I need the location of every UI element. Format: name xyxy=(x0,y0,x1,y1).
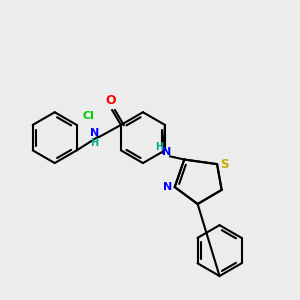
Text: H: H xyxy=(91,138,99,148)
Text: S: S xyxy=(220,158,229,171)
Text: H: H xyxy=(155,142,164,152)
Text: Cl: Cl xyxy=(82,111,94,121)
Text: N: N xyxy=(162,147,171,157)
Text: N: N xyxy=(163,182,172,192)
Text: N: N xyxy=(90,128,99,138)
Text: O: O xyxy=(105,94,116,106)
